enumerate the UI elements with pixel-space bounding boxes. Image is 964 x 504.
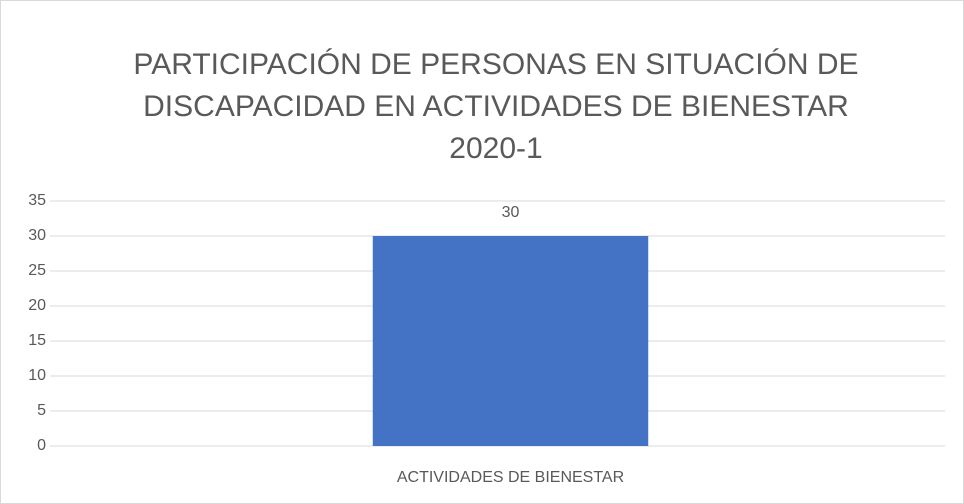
y-tick-label: 25 [28,262,46,279]
y-tick-label: 15 [28,332,46,349]
x-tick-label: ACTIVIDADES DE BIENESTAR [397,469,624,486]
bar [372,236,649,446]
y-tick-label: 10 [28,367,46,384]
y-tick-label: 30 [28,227,46,244]
chart-title: 2020-1 [449,132,542,165]
chart-title: PARTICIPACIÓN DE PERSONAS EN SITUACIÓN D… [133,48,858,81]
y-tick-label: 20 [28,297,46,314]
y-tick-label: 0 [37,437,46,454]
y-tick-label: 35 [28,192,46,209]
y-tick-label: 5 [37,402,46,419]
chart-title: DISCAPACIDAD EN ACTIVIDADES DE BIENESTAR [143,90,849,123]
data-label: 30 [502,204,520,221]
